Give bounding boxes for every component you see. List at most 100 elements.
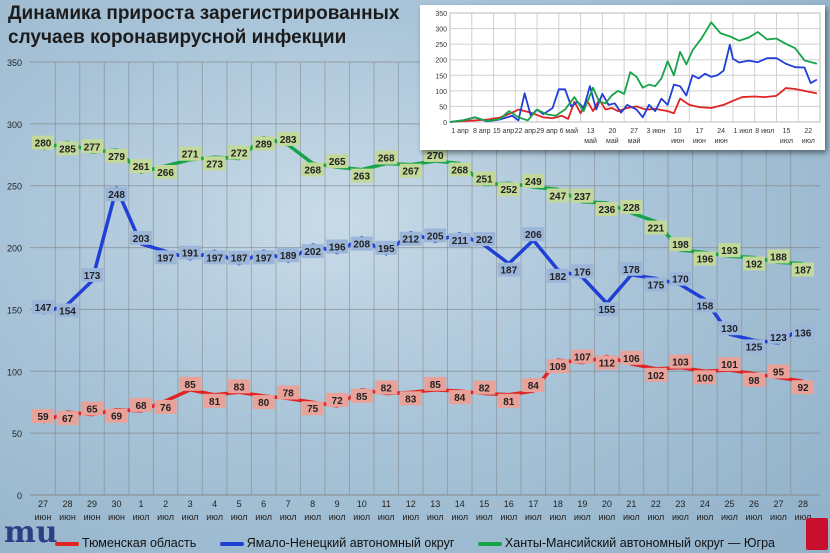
data-label-box bbox=[669, 237, 692, 252]
data-label: 197 bbox=[157, 253, 174, 264]
data-label-box bbox=[595, 302, 618, 317]
data-label-box bbox=[179, 245, 202, 260]
x-tick-label: июн bbox=[84, 512, 101, 522]
data-label: 155 bbox=[599, 305, 616, 316]
data-label-box bbox=[32, 409, 54, 424]
data-label: 109 bbox=[549, 362, 566, 373]
data-label: 202 bbox=[304, 247, 321, 258]
x-tick-label: июл bbox=[574, 512, 591, 522]
data-label: 76 bbox=[160, 403, 172, 414]
data-label-box bbox=[252, 136, 275, 151]
data-label-box bbox=[497, 393, 520, 408]
data-label: 82 bbox=[479, 384, 491, 395]
x-tick-label: 21 bbox=[626, 499, 636, 509]
data-label-box bbox=[546, 359, 569, 374]
inset-series-line bbox=[449, 43, 818, 123]
data-label: 195 bbox=[378, 244, 395, 255]
data-label-box bbox=[571, 349, 594, 364]
data-label: 103 bbox=[672, 358, 689, 369]
data-label-box bbox=[375, 240, 398, 255]
data-label-box bbox=[130, 397, 153, 412]
data-label: 228 bbox=[623, 203, 640, 214]
x-tick-label: 8 bbox=[310, 499, 315, 509]
data-label-box bbox=[375, 380, 398, 395]
data-label-box bbox=[350, 236, 373, 251]
data-label-box bbox=[277, 385, 300, 400]
data-label-box bbox=[350, 388, 373, 403]
data-label: 112 bbox=[599, 358, 616, 369]
data-label-box bbox=[669, 271, 692, 286]
data-label: 100 bbox=[697, 373, 714, 384]
data-label-box bbox=[693, 370, 716, 385]
data-label: 268 bbox=[378, 153, 395, 164]
data-label: 75 bbox=[307, 404, 319, 415]
x-tick-label: 18 bbox=[553, 499, 563, 509]
data-label: 85 bbox=[356, 392, 368, 403]
data-label: 170 bbox=[672, 275, 689, 286]
legend-item-tyumen: Тюменская область bbox=[54, 536, 196, 550]
y-tick-label: 100 bbox=[435, 89, 447, 96]
data-label: 279 bbox=[108, 152, 125, 163]
data-label-box bbox=[497, 182, 520, 197]
data-label-box bbox=[718, 243, 741, 258]
data-label: 266 bbox=[157, 168, 174, 179]
x-tick-label: 17 bbox=[696, 128, 704, 135]
data-label: 189 bbox=[280, 251, 297, 262]
legend-item-hmao: Ханты-Мансийский автономный округ — Югра bbox=[477, 536, 775, 550]
data-label-box bbox=[326, 239, 349, 254]
data-label-box bbox=[56, 411, 79, 426]
x-tick-label: 26 bbox=[749, 499, 759, 509]
data-label-box bbox=[326, 154, 349, 169]
x-tick-label: июл bbox=[353, 512, 370, 522]
y-tick-label: 0 bbox=[17, 491, 22, 501]
data-label-box bbox=[81, 267, 104, 282]
data-label-box bbox=[326, 392, 349, 407]
data-label-box bbox=[203, 393, 226, 408]
data-label: 188 bbox=[770, 252, 787, 263]
data-label: 280 bbox=[35, 139, 52, 150]
x-tick-label: июн bbox=[693, 138, 706, 145]
x-tick-label: 20 bbox=[608, 128, 616, 135]
y-tick-label: 150 bbox=[435, 73, 447, 80]
legend-item-yanao: Ямало-Ненецкий автономный округ bbox=[219, 536, 455, 550]
data-label-box bbox=[130, 230, 153, 245]
data-label-box bbox=[154, 399, 177, 414]
x-tick-label: июл bbox=[476, 512, 493, 522]
data-label: 147 bbox=[35, 303, 52, 314]
data-label-box bbox=[473, 380, 496, 395]
data-label-box bbox=[742, 256, 765, 271]
x-tick-label: 10 bbox=[357, 499, 367, 509]
inset-chart-panel: 0 50 100 150 200 250 300 350 1 апр 8 апр 15 апр 22 … bbox=[420, 5, 825, 150]
data-label: 85 bbox=[430, 380, 442, 391]
y-tick-label: 350 bbox=[7, 58, 22, 68]
data-label: 283 bbox=[280, 135, 297, 146]
y-tick-label: 250 bbox=[435, 42, 447, 49]
x-tick-label: 2 bbox=[163, 499, 168, 509]
data-label-box bbox=[32, 300, 54, 315]
y-tick-label: 200 bbox=[435, 58, 447, 65]
inset-chart: 0 50 100 150 200 250 300 350 1 апр 8 апр 15 апр 22 … bbox=[435, 11, 821, 145]
x-tick-label: май bbox=[628, 137, 641, 145]
data-label-box bbox=[228, 379, 251, 394]
data-label-box bbox=[130, 159, 153, 174]
data-label: 102 bbox=[648, 371, 665, 382]
x-tick-label: июн bbox=[671, 138, 684, 145]
data-label-box bbox=[473, 171, 496, 186]
emblem-icon bbox=[806, 518, 828, 550]
x-tick-label: 13 bbox=[587, 128, 595, 135]
x-tick-label: июл bbox=[206, 512, 223, 522]
x-tick-label: 30 bbox=[112, 499, 122, 509]
x-tick-label: 22 bbox=[651, 499, 661, 509]
data-label-box bbox=[105, 148, 128, 163]
data-label-box bbox=[424, 147, 447, 162]
y-tick-label: 0 bbox=[443, 120, 447, 127]
data-label-box bbox=[424, 376, 447, 391]
legend-label: Ямало-Ненецкий автономный округ bbox=[246, 536, 455, 550]
data-label: 176 bbox=[574, 267, 591, 278]
data-label: 123 bbox=[770, 333, 787, 344]
data-label-box bbox=[277, 248, 300, 263]
legend-swatch bbox=[54, 541, 79, 546]
x-tick-label: июл bbox=[525, 512, 542, 522]
data-label-box bbox=[56, 141, 79, 156]
